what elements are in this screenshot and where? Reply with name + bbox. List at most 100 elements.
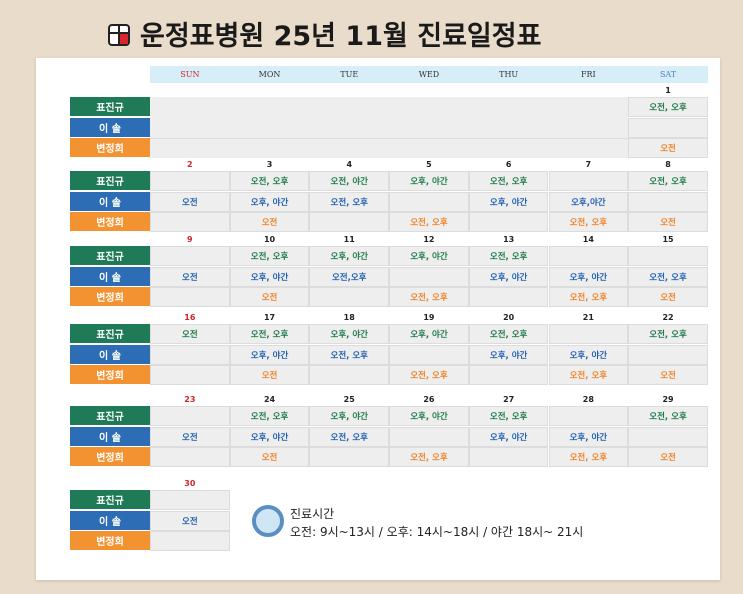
schedule-cell: 오전 <box>229 287 310 307</box>
schedule-cell: 오후, 야간 <box>309 324 390 344</box>
day-header: SAT <box>659 70 677 79</box>
date: 25 <box>343 394 355 404</box>
schedule-cell: 오전, 오후 <box>468 246 549 266</box>
schedule-cell: 오전, 오후 <box>628 406 708 426</box>
schedule-cell <box>548 246 629 266</box>
schedule-cell <box>389 426 469 447</box>
schedule-cell <box>150 212 230 232</box>
schedule-cell: 오전, 오후 <box>548 212 629 232</box>
schedule-cell <box>389 191 469 212</box>
schedule-cell: 오후, 야간 <box>389 406 469 426</box>
schedule-cell <box>468 365 549 385</box>
date: 3 <box>266 159 273 169</box>
date: 24 <box>263 394 276 404</box>
schedule-cell: 오전 <box>229 212 310 232</box>
date: 14 <box>582 234 594 244</box>
schedule-cell: 오후, 야간 <box>548 426 629 447</box>
schedule-cell: 오전 <box>150 510 230 531</box>
schedule-cell: 오전, 오후 <box>548 447 629 467</box>
schedule-cell: 오전, 오후 <box>628 324 708 344</box>
day-header: FRI <box>580 70 596 79</box>
date: 17 <box>263 312 276 322</box>
doctor-label: 이 솔 <box>70 510 150 531</box>
schedule-cell: 오후, 야간 <box>229 191 310 212</box>
schedule-cell: 오전, 오후 <box>229 171 310 191</box>
date: 22 <box>662 312 674 322</box>
schedule-cell <box>309 447 390 467</box>
schedule-cell: 오전, 오후 <box>229 246 310 266</box>
schedule-cell: 오전 <box>229 365 310 385</box>
schedule-cell <box>548 406 629 426</box>
date: 12 <box>423 234 435 244</box>
schedule-cell <box>150 531 230 551</box>
date: 21 <box>582 312 594 322</box>
date: 16 <box>184 312 196 322</box>
doctor-label: 표진규 <box>70 406 150 426</box>
doctor-label: 변정희 <box>70 287 150 307</box>
date: 30 <box>184 478 196 488</box>
schedule-cell: 오전, 오후 <box>628 171 708 191</box>
date: 28 <box>582 394 594 404</box>
date: 2 <box>187 159 193 169</box>
schedule-cell: 오전, 오후 <box>628 97 708 117</box>
schedule-cell: 오후, 야간 <box>309 246 390 266</box>
doctor-label: 이 솔 <box>70 191 150 212</box>
schedule-cell: 오전 <box>628 447 708 467</box>
schedule-cell: 오후, 야간 <box>468 344 549 365</box>
schedule-cell: 오전 <box>628 365 708 385</box>
schedule-cell: 오전, 야간 <box>309 171 390 191</box>
schedule-cell <box>468 447 549 467</box>
date: 11 <box>343 234 355 244</box>
schedule-cell: 오후, 야간 <box>229 426 310 447</box>
hours-title: 진료시간 <box>290 506 335 521</box>
doctor-label: 변정희 <box>70 447 150 467</box>
day-header: SUN <box>180 70 200 79</box>
schedule-cell: 오전 <box>628 287 708 307</box>
schedule-cell: 오전, 오후 <box>468 324 549 344</box>
doctor-label: 변정희 <box>70 212 150 232</box>
schedule-cell: 오전, 오후 <box>468 171 549 191</box>
date: 18 <box>343 312 355 322</box>
schedule-cell: 오전,오후 <box>309 266 390 287</box>
schedule-cell <box>628 344 708 365</box>
schedule-cell: 오전 <box>628 212 708 232</box>
schedule-cell: 오후, 야간 <box>548 344 629 365</box>
date: 13 <box>503 234 515 244</box>
date: 27 <box>503 394 515 404</box>
doctor-label: 표진규 <box>70 246 150 266</box>
schedule-cell: 오후,야간 <box>548 191 629 212</box>
day-header: THU <box>499 70 519 79</box>
date: 6 <box>505 159 512 169</box>
schedule-cell <box>548 324 629 344</box>
schedule-cell <box>150 344 230 365</box>
schedule-cell: 오전 <box>150 426 230 447</box>
schedule-cell: 오전 <box>229 447 310 467</box>
schedule-cell <box>150 287 230 307</box>
schedule-cell: 오전, 오후 <box>229 324 310 344</box>
empty-block <box>150 138 629 158</box>
date: 8 <box>665 159 671 169</box>
schedule-cell: 오후, 야간 <box>548 266 629 287</box>
day-header: MON <box>258 70 281 79</box>
schedule-cell: 오후, 야간 <box>468 266 549 287</box>
schedule-cell <box>628 426 708 447</box>
schedule-cell <box>628 246 708 266</box>
date: 19 <box>423 312 435 322</box>
date: 5 <box>426 159 432 169</box>
schedule-cell: 오후, 야간 <box>389 246 469 266</box>
schedule-cell: 오전 <box>628 138 708 158</box>
schedule-cell <box>628 117 708 138</box>
schedule-cell: 오후, 야간 <box>468 191 549 212</box>
schedule-cell: 오전, 오후 <box>389 287 469 307</box>
schedule-cell: 오전, 오후 <box>468 406 549 426</box>
schedule-cell: 오전, 오후 <box>389 212 469 232</box>
schedule-cell: 오전, 오후 <box>389 365 469 385</box>
date: 1 <box>665 85 671 95</box>
schedule-cell: 오전, 오후 <box>548 365 629 385</box>
schedule-cell <box>150 447 230 467</box>
doctor-label: 변정희 <box>70 365 150 385</box>
schedule-cell <box>468 212 549 232</box>
schedule-cell: 오전, 오후 <box>548 287 629 307</box>
schedule-cell: 오전, 오후 <box>389 447 469 467</box>
